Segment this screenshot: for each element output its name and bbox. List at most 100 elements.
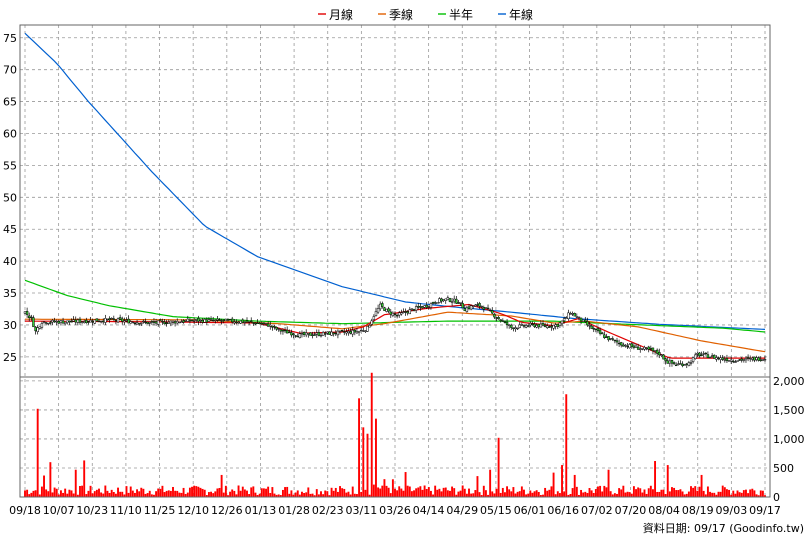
candle-up <box>72 319 75 322</box>
volume-bar <box>402 490 405 497</box>
volume-bar <box>311 493 314 497</box>
candle-up <box>459 302 462 304</box>
volume-bar <box>214 491 217 497</box>
volume-bar <box>273 493 276 497</box>
volume-bar <box>461 485 464 497</box>
volume-bar <box>463 488 466 497</box>
volume-bar <box>624 492 627 497</box>
volume-bar <box>497 437 500 497</box>
volume-bar <box>404 472 407 497</box>
volume-bar <box>514 493 517 497</box>
volume-bar <box>104 485 107 497</box>
candle-down <box>74 319 77 323</box>
volume-bar <box>64 488 67 497</box>
candle-up <box>516 327 519 330</box>
candle-up <box>581 319 585 322</box>
volume-bar <box>277 494 280 497</box>
candle-down <box>681 363 684 367</box>
volume-bar <box>68 489 71 497</box>
candle-up <box>723 359 727 361</box>
volume-bar <box>345 492 348 497</box>
candle-down <box>311 334 314 336</box>
volume-bar <box>334 487 337 497</box>
volume-bar <box>114 493 117 497</box>
volume-bar <box>717 491 720 497</box>
price-tick-label: 40 <box>3 255 17 268</box>
volume-bar <box>537 491 540 497</box>
volume-bar <box>645 493 648 497</box>
volume-bar <box>341 488 344 497</box>
candle-down <box>87 321 90 323</box>
candle-down <box>283 329 287 332</box>
candle-down <box>630 343 634 347</box>
volume-bar <box>550 486 553 497</box>
volume-bar <box>694 486 697 497</box>
candle-down <box>757 357 760 361</box>
volume-bar <box>419 486 422 497</box>
volume-bar <box>55 488 58 497</box>
volume-bar <box>563 491 566 497</box>
volume-bar <box>474 490 477 497</box>
candle-up <box>660 354 663 356</box>
volume-bar <box>229 491 232 497</box>
candle-up <box>42 321 46 323</box>
volume-bar <box>455 494 458 497</box>
volume-tick-label: 1,000 <box>773 433 805 446</box>
candle-up <box>436 302 439 305</box>
volume-bar <box>487 494 489 497</box>
volume-bar <box>313 495 316 497</box>
candle-up <box>338 330 342 332</box>
volume-bar <box>425 488 428 497</box>
volume-bar <box>34 490 37 497</box>
volume-bar <box>301 491 303 497</box>
date-tick-label: 12/10 <box>177 504 209 517</box>
volume-bar <box>292 494 295 497</box>
volume-bar <box>53 487 56 497</box>
candle-down <box>389 311 392 315</box>
candle-up <box>763 358 767 361</box>
volume-bar <box>535 490 538 497</box>
candle-down <box>495 317 498 319</box>
candle-down <box>586 321 589 326</box>
candle-up <box>156 320 160 325</box>
candle-up <box>729 359 733 362</box>
volume-bar <box>554 494 557 497</box>
candle-down <box>620 342 623 346</box>
candle-up <box>391 312 395 316</box>
volume-bar <box>85 494 88 497</box>
volume-bar <box>721 485 724 497</box>
candle-down <box>44 322 48 324</box>
candle-up <box>176 321 179 324</box>
price-tick-label: 30 <box>3 319 17 332</box>
candle-up <box>370 320 373 325</box>
volume-bar <box>79 485 81 497</box>
volume-bar <box>157 488 160 497</box>
volume-bar <box>355 494 358 497</box>
candle-down <box>324 333 327 335</box>
candle-down <box>25 311 29 315</box>
volume-bar <box>286 486 289 497</box>
candle-down <box>353 329 357 333</box>
candle-down <box>146 321 149 324</box>
candle-down <box>294 335 297 337</box>
candle-up <box>577 316 581 318</box>
volume-bar <box>548 489 551 497</box>
candle-down <box>674 364 678 367</box>
volume-bar <box>690 486 692 497</box>
volume-bar <box>159 488 162 497</box>
candle-down <box>252 322 255 324</box>
candle-down <box>53 320 56 323</box>
volume-tick-label: 0 <box>773 491 780 504</box>
candle-up <box>180 321 183 323</box>
candle-down <box>152 321 156 323</box>
volume-bar <box>377 487 380 497</box>
volume-bar <box>546 490 549 497</box>
date-tick-label: 06/16 <box>547 504 579 517</box>
candle-up <box>398 312 401 316</box>
candle-down <box>713 354 716 359</box>
volume-bar <box>146 493 149 497</box>
candle-up <box>400 312 403 315</box>
volume-bar <box>601 491 604 497</box>
candle-down <box>173 321 177 324</box>
candle-down <box>150 321 154 323</box>
